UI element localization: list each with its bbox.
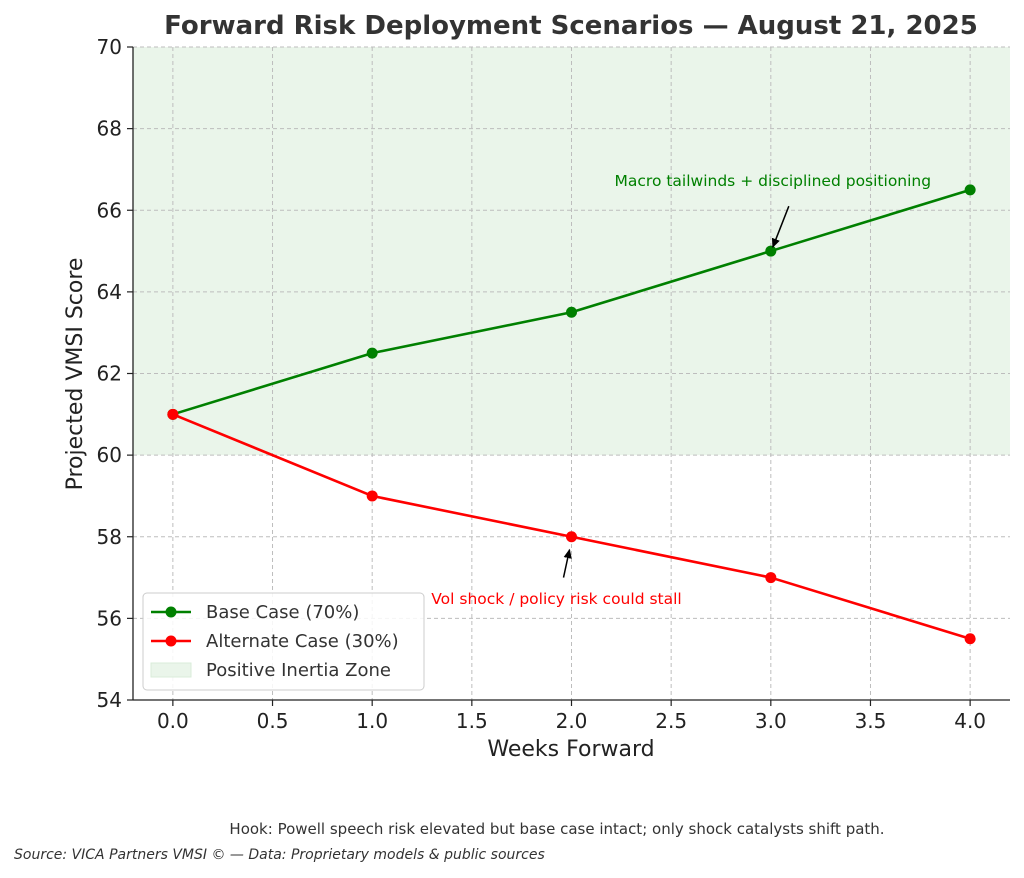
y-tick-label: 64 [97, 280, 122, 304]
y-tick-label: 62 [97, 362, 122, 386]
data-point-base-case [366, 347, 378, 359]
annotation-base-case: Macro tailwinds + disciplined positionin… [615, 172, 932, 190]
y-tick-label: 70 [97, 35, 122, 59]
legend-label: Alternate Case (30%) [206, 631, 399, 652]
annotation-arrow-base-case [771, 205, 790, 249]
hook-note: Hook: Powell speech risk elevated but ba… [229, 820, 885, 838]
data-point-alternate-case [366, 490, 378, 502]
data-point-base-case [765, 245, 777, 257]
data-point-base-case [566, 306, 577, 318]
x-tick-label: 1.5 [456, 709, 488, 733]
y-tick-label: 60 [97, 443, 122, 467]
x-tick-label: 0.5 [257, 709, 289, 733]
annotation-alternate-case: Vol shock / policy risk could stall [431, 590, 681, 608]
legend-swatch-zone [150, 662, 192, 678]
legend-label: Positive Inertia Zone [206, 660, 391, 681]
annotation-arrow-alternate-case [562, 548, 572, 578]
x-tick-label: 4.0 [954, 709, 986, 733]
x-tick-label: 3.5 [855, 709, 887, 733]
legend-label: Base Case (70%) [206, 602, 359, 623]
y-tick-label: 54 [97, 688, 122, 712]
legend-box [142, 592, 425, 691]
x-tick-label: 2.5 [655, 709, 687, 733]
y-tick-label: 66 [97, 198, 122, 222]
data-point-alternate-case [964, 633, 976, 645]
data-point-alternate-case [167, 408, 179, 420]
axes: 0.0 0.5 1.0 1.5 2.0 2.5 3.0 3.5 4.0 54 56 58 60 62 64 6… [97, 35, 1010, 733]
x-axis-label: Weeks Forward [487, 737, 654, 762]
y-tick-label: 56 [97, 606, 122, 630]
x-tick-label: 1.0 [356, 709, 388, 733]
source-note: Source: VICA Partners VMSI © — Data: Pro… [14, 847, 545, 863]
legend-swatch-marker [165, 635, 177, 647]
line-chart: Forward Risk Deployment Scenarios — Augu… [63, 11, 1010, 762]
legend-swatch-marker [165, 606, 177, 618]
chart-title: Forward Risk Deployment Scenarios — Augu… [164, 11, 978, 41]
y-tick-label: 58 [97, 525, 122, 549]
x-tick-label: 0.0 [157, 709, 189, 733]
x-tick-label: 2.0 [556, 709, 588, 733]
data-point-alternate-case [566, 531, 577, 543]
y-tick-label: 68 [97, 117, 122, 141]
x-tick-label: 3.0 [755, 709, 787, 733]
annotations: Macro tailwinds + disciplined positionin… [431, 172, 931, 608]
legend: Base Case (70%) Alternate Case (30%) Posit… [142, 592, 425, 691]
y-axis-label: Projected VMSI Score [63, 258, 88, 491]
data-point-alternate-case [765, 572, 777, 584]
data-point-base-case [964, 184, 976, 196]
series-group [167, 184, 976, 645]
